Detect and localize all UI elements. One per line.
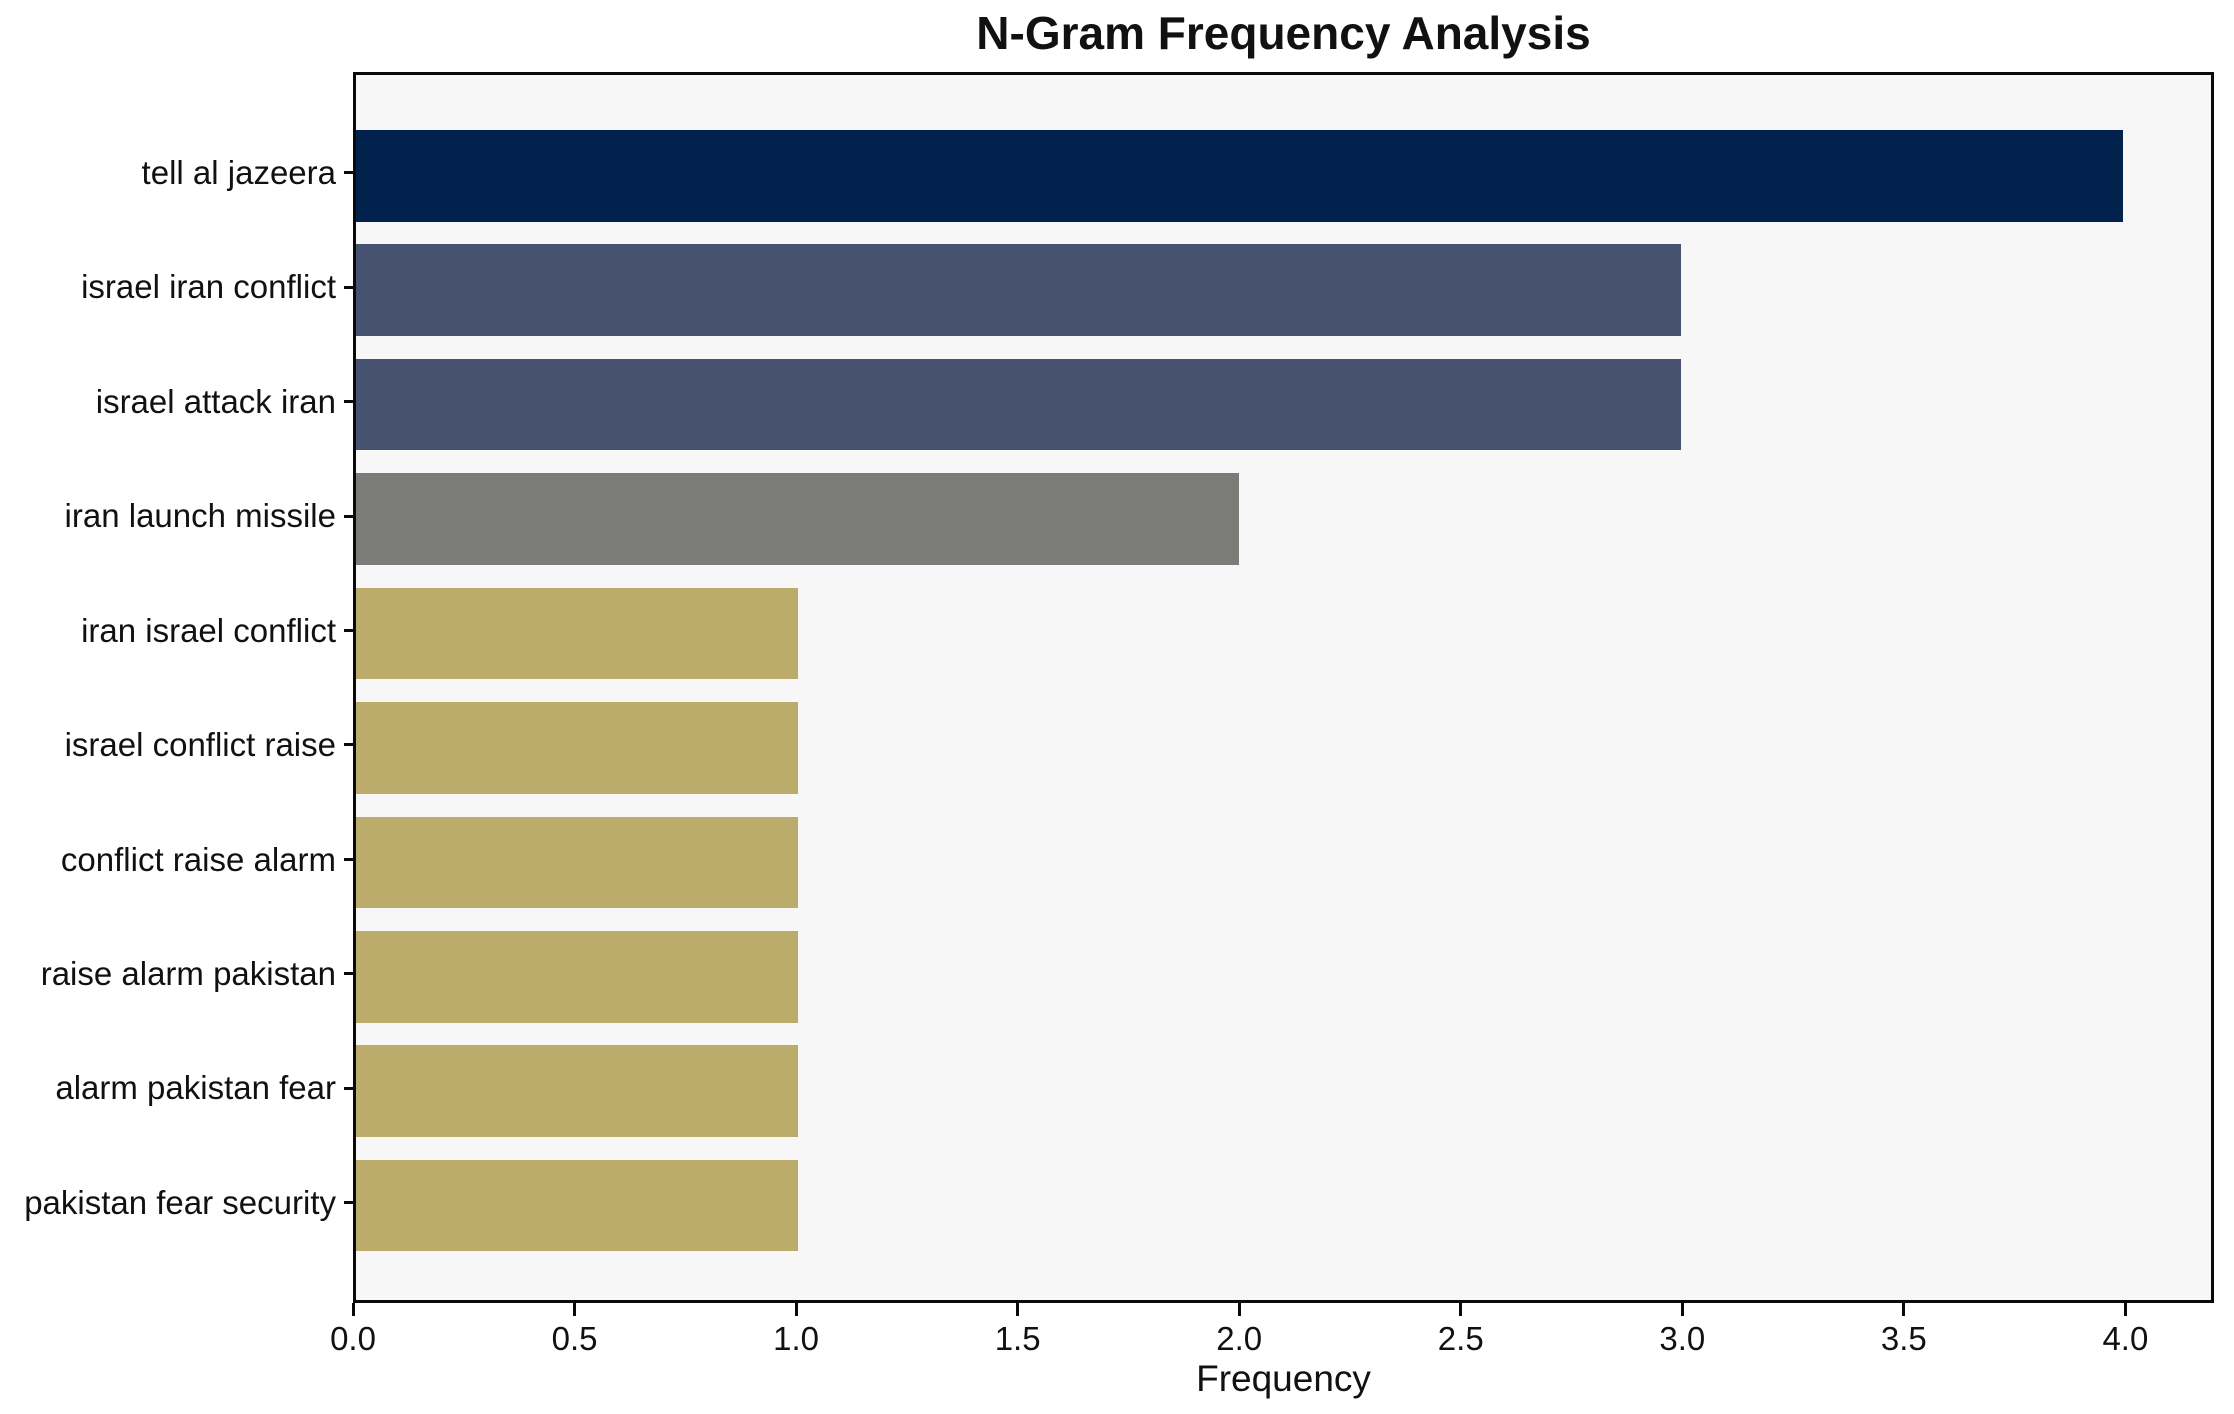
y-tick-mark bbox=[344, 400, 353, 404]
x-tick-mark bbox=[1459, 1303, 1463, 1316]
x-tick-label: 2.0 bbox=[1216, 1320, 1263, 1357]
y-tick-label: conflict raise alarm bbox=[60, 840, 336, 878]
bar-iran-israel-conflict bbox=[356, 587, 798, 680]
y-tick-label: alarm pakistan fear bbox=[55, 1069, 336, 1107]
x-axis-title: Frequency bbox=[1196, 1358, 1371, 1399]
x-tick-mark bbox=[1680, 1303, 1684, 1316]
y-tick-mark bbox=[344, 743, 353, 747]
bar-iran-launch-missile bbox=[356, 473, 1240, 565]
bar-tell-al-jazeera bbox=[356, 130, 2123, 222]
x-tick-label: 3.5 bbox=[1880, 1320, 1927, 1357]
bar-pakistan-fear-security bbox=[356, 1159, 798, 1252]
y-tick-label: tell al jazeera bbox=[141, 154, 336, 191]
y-tick-label: israel attack iran bbox=[95, 382, 336, 420]
x-tick-mark bbox=[573, 1303, 577, 1316]
y-tick-label: iran launch missile bbox=[64, 497, 336, 535]
plot-area bbox=[353, 72, 2214, 1303]
x-tick-label: 1.0 bbox=[773, 1320, 820, 1357]
y-tick-label: iran israel conflict bbox=[81, 611, 336, 649]
bars-layer bbox=[356, 75, 2211, 1300]
x-tick-label: 0.0 bbox=[330, 1320, 376, 1357]
bar-israel-attack-iran bbox=[356, 358, 1681, 451]
x-tick-label: 2.5 bbox=[1437, 1320, 1484, 1357]
x-tick-label: 3.0 bbox=[1659, 1320, 1706, 1357]
y-tick-mark bbox=[344, 857, 353, 861]
bar-raise-alarm-pakistan bbox=[356, 931, 798, 1023]
x-tick-label: 0.5 bbox=[551, 1320, 598, 1357]
y-tick-label: pakistan fear security bbox=[24, 1183, 336, 1221]
y-tick-mark bbox=[344, 1086, 353, 1090]
chart-title: N-Gram Frequency Analysis bbox=[976, 7, 1591, 59]
y-tick-mark bbox=[344, 628, 353, 632]
x-tick-label: 4.0 bbox=[2102, 1320, 2149, 1357]
x-tick-mark bbox=[1016, 1303, 1020, 1316]
bar-alarm-pakistan-fear bbox=[356, 1045, 798, 1137]
x-tick-mark bbox=[794, 1303, 798, 1316]
y-tick-label: raise alarm pakistan bbox=[40, 955, 336, 992]
x-tick-mark bbox=[351, 1303, 355, 1316]
y-tick-label: israel iran conflict bbox=[81, 268, 336, 306]
y-tick-mark bbox=[344, 171, 353, 175]
y-tick-mark bbox=[344, 972, 353, 976]
y-tick-label: israel conflict raise bbox=[64, 726, 336, 764]
x-tick-mark bbox=[1237, 1303, 1241, 1316]
y-tick-mark bbox=[344, 285, 353, 289]
bar-conflict-raise-alarm bbox=[356, 816, 798, 909]
bar-israel-conflict-raise bbox=[356, 702, 798, 794]
y-tick-mark bbox=[344, 514, 353, 518]
y-tick-mark bbox=[344, 1201, 353, 1205]
x-tick-mark bbox=[2123, 1303, 2127, 1316]
bar-israel-iran-conflict bbox=[356, 244, 1681, 336]
x-tick-mark bbox=[1902, 1303, 1906, 1316]
x-tick-label: 1.5 bbox=[994, 1320, 1041, 1357]
